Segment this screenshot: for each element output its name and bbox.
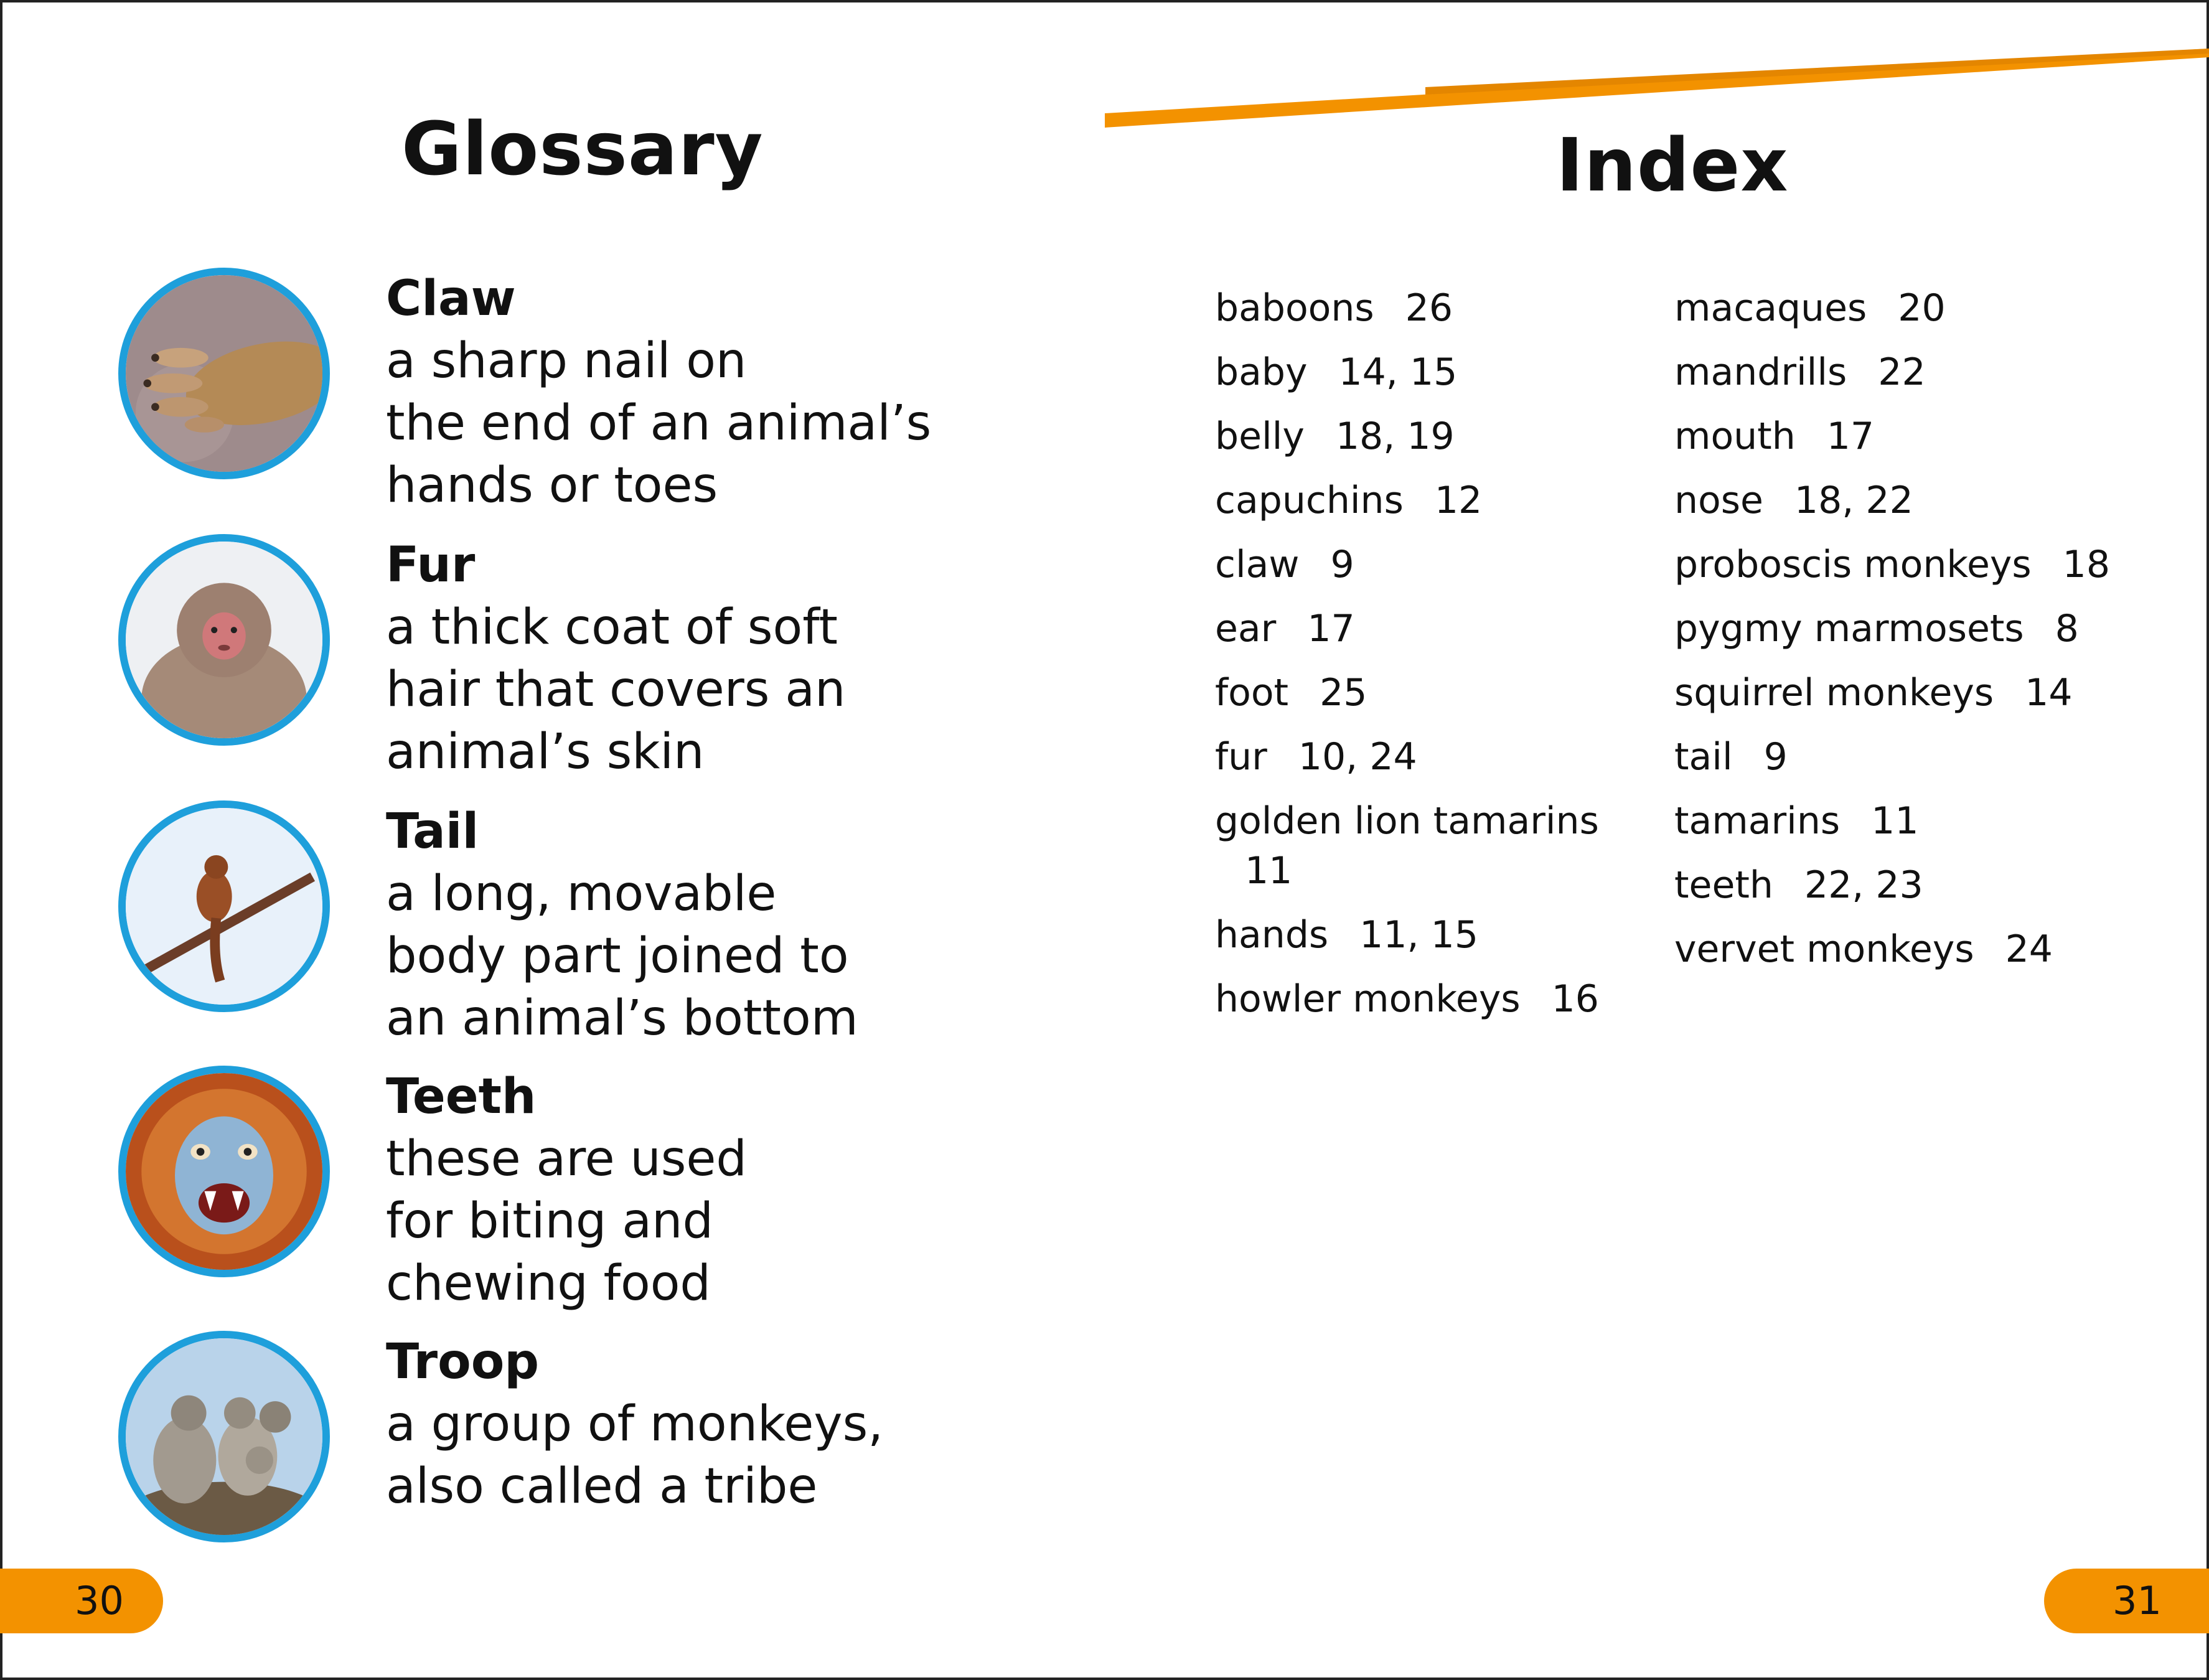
index-entry: vervet monkeys 24 bbox=[1674, 924, 2110, 974]
index-word: fur bbox=[1215, 735, 1267, 779]
index-column-2: macaques 20 mandrills 22 mouth 17 nose 18, 2… bbox=[1674, 283, 2110, 988]
index-word: golden lion tamarins bbox=[1215, 799, 1599, 843]
index-pages: 9 bbox=[1330, 543, 1354, 586]
monkey-on-branch-photo bbox=[118, 800, 330, 1012]
page-number-left: 30 bbox=[0, 1569, 163, 1633]
glossary-definition: these are used for biting and chewing fo… bbox=[386, 1131, 747, 1312]
index-word: belly bbox=[1215, 415, 1305, 458]
index-entry: belly 18, 19 bbox=[1215, 411, 1599, 461]
golden-monkey-teeth-photo bbox=[118, 1066, 330, 1277]
index-entry: baby 14, 15 bbox=[1215, 347, 1599, 397]
glossary-definition: a group of monkeys, also called a tribe bbox=[386, 1396, 884, 1514]
index-entry: golden lion tamarins 11 bbox=[1215, 796, 1599, 896]
index-word: capuchins bbox=[1215, 479, 1404, 522]
index-pages: 10, 24 bbox=[1298, 735, 1417, 779]
snow-monkey-photo bbox=[118, 534, 330, 746]
index-pages: 16 bbox=[1551, 977, 1599, 1021]
index-pages: 22, 23 bbox=[1804, 863, 1923, 907]
index-entry: fur 10, 24 bbox=[1215, 732, 1599, 782]
index-pages: 18, 19 bbox=[1335, 415, 1455, 458]
index-pages: 25 bbox=[1320, 671, 1367, 715]
index-entry: pygmy marmosets 8 bbox=[1674, 604, 2110, 654]
index-pages: 11, 15 bbox=[1359, 913, 1479, 957]
index-column-1: baboons 26 baby 14, 15 belly 18, 19 capuchi… bbox=[1215, 283, 1599, 1038]
index-word: nose bbox=[1674, 479, 1763, 522]
index-entry: macaques 20 bbox=[1674, 283, 2110, 333]
index-pages: 11 bbox=[1245, 849, 1293, 893]
index-entry: tail 9 bbox=[1674, 732, 2110, 782]
index-entry: mandrills 22 bbox=[1674, 347, 2110, 397]
index-pages: 14 bbox=[2025, 671, 2073, 715]
index-word: macaques bbox=[1674, 286, 1867, 330]
page-number-right: 31 bbox=[2044, 1569, 2209, 1633]
index-pages: 17 bbox=[1826, 415, 1875, 458]
index-pages: 9 bbox=[1763, 735, 1788, 779]
orange-stripe bbox=[1105, 49, 2209, 128]
index-entry: foot 25 bbox=[1215, 668, 1599, 718]
glossary-term: Fur bbox=[386, 537, 476, 593]
glossary-definition: a long, movable body part joined to an a… bbox=[386, 866, 858, 1046]
index-entry: capuchins 12 bbox=[1215, 476, 1599, 525]
index-word: baby bbox=[1215, 350, 1308, 394]
index-pages: 14, 15 bbox=[1338, 350, 1458, 394]
index-word: tail bbox=[1674, 735, 1733, 779]
index-word: howler monkeys bbox=[1215, 977, 1521, 1021]
index-word: hands bbox=[1215, 913, 1329, 957]
index-entry: squirrel monkeys 14 bbox=[1674, 668, 2110, 718]
index-word: foot bbox=[1215, 671, 1289, 715]
index-pages: 18 bbox=[2062, 543, 2111, 586]
index-entry: baboons 26 bbox=[1215, 283, 1599, 333]
index-word: squirrel monkeys bbox=[1674, 671, 1994, 715]
index-pages: 17 bbox=[1307, 607, 1355, 650]
index-entry: proboscis monkeys 18 bbox=[1674, 540, 2110, 589]
index-word: vervet monkeys bbox=[1674, 927, 1974, 971]
glossary-term: Claw bbox=[386, 271, 516, 327]
index-entry: nose 18, 22 bbox=[1674, 476, 2110, 525]
index-word: baboons bbox=[1215, 286, 1374, 330]
index-word: mouth bbox=[1674, 415, 1796, 458]
glossary-term: Tail bbox=[386, 804, 479, 860]
glossary-definition: a thick coat of soft hair that covers an… bbox=[386, 599, 846, 780]
index-entry: teeth 22, 23 bbox=[1674, 860, 2110, 910]
index-pages: 12 bbox=[1434, 479, 1483, 522]
index-pages: 18, 22 bbox=[1794, 479, 1913, 522]
index-pages: 22 bbox=[1878, 350, 1926, 394]
index-word: tamarins bbox=[1674, 799, 1841, 843]
index-pages: 11 bbox=[1871, 799, 1919, 843]
index-entry: ear 17 bbox=[1215, 604, 1599, 654]
index-entry: claw 9 bbox=[1215, 540, 1599, 589]
index-word: mandrills bbox=[1674, 350, 1847, 394]
index-pages: 8 bbox=[2055, 607, 2079, 650]
monkey-hand-photo bbox=[118, 268, 330, 479]
glossary-term: Teeth bbox=[386, 1069, 537, 1125]
index-pages: 24 bbox=[2005, 927, 2053, 971]
glossary-title: Glossary bbox=[401, 106, 764, 192]
index-word: claw bbox=[1215, 543, 1300, 586]
glossary-definition: a sharp nail on the end of an animal’s h… bbox=[386, 333, 932, 514]
index-pages: 26 bbox=[1405, 286, 1453, 330]
index-entry: hands 11, 15 bbox=[1215, 910, 1599, 960]
index-entry: tamarins 11 bbox=[1674, 796, 2110, 846]
glossary-term: Troop bbox=[386, 1334, 540, 1390]
index-word: ear bbox=[1215, 607, 1277, 650]
index-entry: mouth 17 bbox=[1674, 411, 2110, 461]
index-title: Index bbox=[1556, 122, 1789, 208]
monkey-troop-photo bbox=[118, 1331, 330, 1542]
index-pages: 20 bbox=[1898, 286, 1946, 330]
index-word: teeth bbox=[1674, 863, 1773, 907]
index-word: pygmy marmosets bbox=[1674, 607, 2024, 650]
index-word: proboscis monkeys bbox=[1674, 543, 2032, 586]
index-entry: howler monkeys 16 bbox=[1215, 974, 1599, 1024]
